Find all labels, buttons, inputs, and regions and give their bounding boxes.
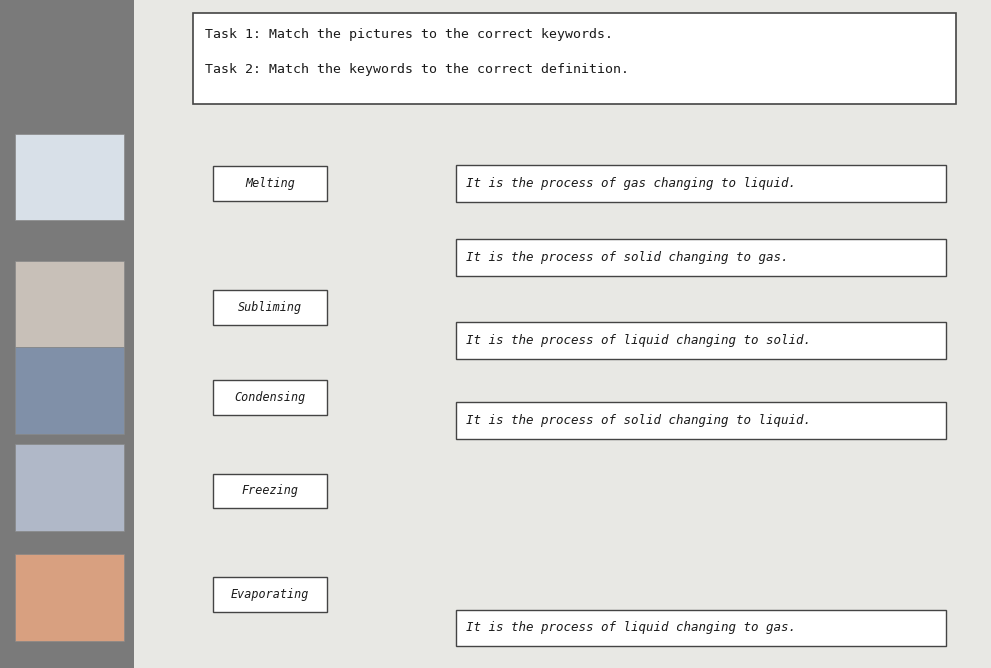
Text: Melting: Melting [245,177,295,190]
Text: It is the process of solid changing to liquid.: It is the process of solid changing to l… [466,414,811,428]
FancyBboxPatch shape [213,474,327,508]
FancyBboxPatch shape [213,577,327,612]
FancyBboxPatch shape [456,238,946,275]
FancyBboxPatch shape [15,134,124,220]
FancyBboxPatch shape [0,0,134,668]
FancyBboxPatch shape [456,402,946,440]
Text: Evaporating: Evaporating [231,588,309,601]
FancyBboxPatch shape [15,261,124,347]
FancyBboxPatch shape [15,444,124,531]
FancyBboxPatch shape [456,609,946,647]
Text: It is the process of liquid changing to solid.: It is the process of liquid changing to … [466,334,811,347]
Text: Freezing: Freezing [242,484,298,498]
Text: It is the process of solid changing to gas.: It is the process of solid changing to g… [466,250,788,264]
FancyBboxPatch shape [15,347,124,434]
FancyBboxPatch shape [456,165,946,202]
Text: Condensing: Condensing [235,391,305,404]
Text: Subliming: Subliming [238,301,302,314]
FancyBboxPatch shape [213,166,327,201]
Text: Task 2: Match the keywords to the correct definition.: Task 2: Match the keywords to the correc… [205,63,629,76]
FancyBboxPatch shape [213,380,327,415]
FancyBboxPatch shape [213,290,327,325]
FancyBboxPatch shape [134,0,991,668]
Text: It is the process of liquid changing to gas.: It is the process of liquid changing to … [466,621,796,635]
FancyBboxPatch shape [15,554,124,641]
Text: Task 1: Match the pictures to the correct keywords.: Task 1: Match the pictures to the correc… [205,28,613,41]
Text: It is the process of gas changing to liquid.: It is the process of gas changing to liq… [466,177,796,190]
FancyBboxPatch shape [193,13,956,104]
FancyBboxPatch shape [456,322,946,359]
